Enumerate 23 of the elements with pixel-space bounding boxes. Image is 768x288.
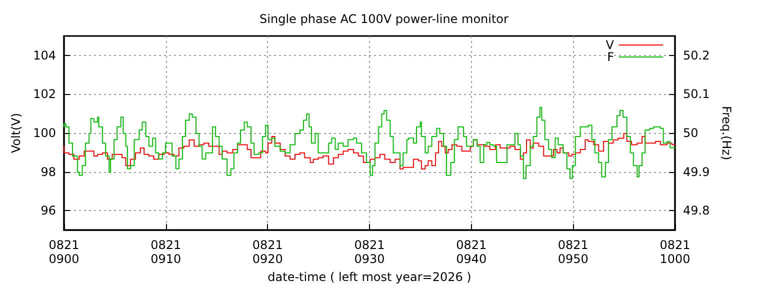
x-tick-label: 0821 0910 [150, 238, 182, 266]
legend-label: F [607, 50, 614, 64]
y-axis-title: Volt(V) [9, 112, 24, 154]
y-tick-label: 102 [33, 87, 56, 102]
x-tick-label: 0821 0900 [48, 238, 80, 266]
x-tick-label: 0821 0920 [252, 238, 283, 266]
y-tick-label: 96 [40, 204, 56, 218]
x-tick-label: 0821 0930 [354, 238, 385, 266]
x-tick-label: 0821 0950 [558, 238, 588, 266]
y2-tick-label: 50.1 [683, 87, 710, 102]
x-tick-label: 0821 1000 [660, 238, 690, 266]
chart-title: Single phase AC 100V power-line monitor [260, 12, 509, 26]
y2-tick-label: 49.9 [683, 164, 710, 179]
y-tick-label: 104 [33, 48, 56, 62]
y2-tick-label: 49.8 [683, 204, 710, 218]
y-tick-label: 98 [40, 164, 56, 179]
y2-tick-label: 50 [683, 126, 698, 140]
x-axis-title: date-time ( left most year=2026 ) [268, 270, 472, 284]
y2-tick-label: 50.2 [683, 48, 710, 62]
y2-axis-title: Freq.(Hz) [720, 106, 734, 160]
x-tick-label: 0821 0940 [456, 238, 487, 266]
legend-label: V [606, 38, 615, 52]
y-tick-label: 100 [33, 126, 56, 140]
